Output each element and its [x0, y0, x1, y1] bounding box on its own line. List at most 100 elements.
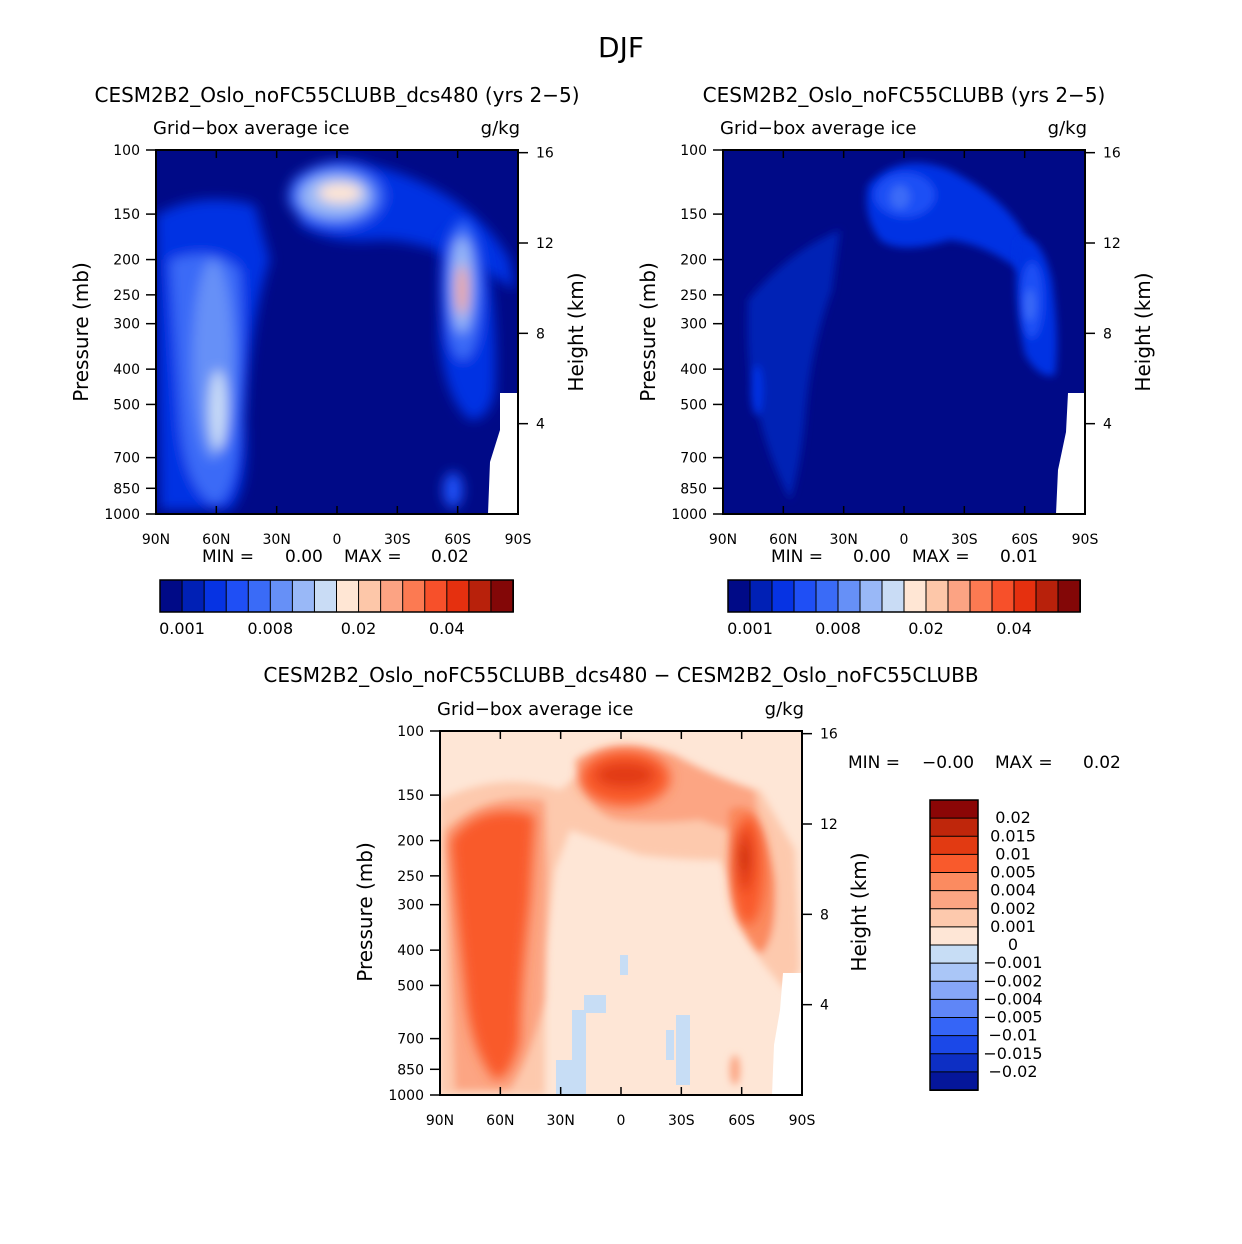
- y-tick-label: 700: [397, 1032, 424, 1048]
- x-tick-label: 90N: [142, 532, 170, 548]
- colorbar-label: 0.02: [908, 619, 944, 638]
- y2-tick-label: 12: [1103, 236, 1121, 252]
- x-tick-label: 60N: [769, 532, 797, 548]
- y-tick-label: 250: [680, 288, 707, 304]
- figure-title: DJF: [598, 31, 644, 64]
- x-tick-label: 60N: [486, 1113, 514, 1129]
- panel-1-y-ticks: 100 150 200 250 300 400 500 700 850 1000: [104, 143, 156, 523]
- y-tick-label: 400: [397, 943, 424, 959]
- x-tick-label: 90S: [505, 532, 532, 548]
- panel-2: CESM2B2_Oslo_noFC55CLUBB (yrs 2−5) Grid−…: [636, 83, 1155, 638]
- panel-2-y2-ticks: 16 12 8 4: [1085, 146, 1121, 433]
- y2-tick-label: 8: [536, 326, 545, 342]
- y-tick-label: 400: [680, 362, 707, 378]
- colorbar-swatch: [203, 579, 228, 613]
- colorbar-swatch: [929, 799, 979, 820]
- colorbar-swatch: [727, 579, 751, 613]
- colorbar-frame: [159, 579, 514, 613]
- y2-tick-label: 16: [536, 146, 554, 162]
- panel-3-units: g/kg: [765, 699, 804, 720]
- panel-1-max-value: 0.02: [431, 547, 469, 567]
- colorbar-swatch: [269, 579, 294, 613]
- colorbar-label: 0.04: [996, 619, 1032, 638]
- y-tick-label: 850: [113, 481, 140, 497]
- y-tick-label: 850: [680, 481, 707, 497]
- colorbar-label: 0.04: [429, 619, 465, 638]
- y-tick-label: 500: [397, 978, 424, 994]
- panel-1-y2label: Height (km): [564, 272, 588, 391]
- panel-2-max-label: MAX =: [912, 547, 970, 567]
- colorbar-frame: [929, 799, 979, 1091]
- panel-2-y-ticks: 100 150 200 250 300 400 500 700 850 1000: [671, 143, 723, 523]
- colorbar-swatch: [1013, 579, 1037, 613]
- panel-1-variable: Grid−box average ice: [153, 118, 350, 139]
- panel-3-min-value: −0.00: [922, 753, 974, 773]
- colorbar-swatch: [358, 579, 382, 613]
- x-tick-label: 60S: [444, 532, 471, 548]
- x-tick-label: 90N: [709, 532, 737, 548]
- panel-2-min-value: 0.00: [853, 547, 891, 567]
- y-tick-label: 150: [680, 207, 707, 223]
- y-tick-label: 250: [113, 288, 140, 304]
- y2-tick-label: 8: [820, 907, 829, 923]
- panel-2-ylabel: Pressure (mb): [636, 262, 660, 402]
- colorbar-label: 0.008: [247, 619, 293, 638]
- colorbar-label: −0.004: [983, 989, 1042, 1008]
- y-tick-label: 150: [113, 207, 140, 223]
- y-tick-label: 400: [113, 362, 140, 378]
- panel-3-y-ticks: 100 150 200 250 300 400 500 700 850 1000: [388, 724, 440, 1104]
- y-tick-label: 700: [680, 451, 707, 467]
- panel-3-core-fill: [450, 750, 764, 1080]
- x-tick-label: 0: [333, 532, 342, 548]
- panel-3-y2label: Height (km): [847, 852, 871, 971]
- panel-3-max-label: MAX =: [995, 753, 1053, 773]
- panel-2-field: [723, 150, 1085, 514]
- y-tick-label: 300: [113, 317, 140, 333]
- x-tick-label: 90S: [789, 1113, 816, 1129]
- colorbar-swatch: [380, 579, 404, 613]
- x-tick-label: 30S: [384, 532, 411, 548]
- panel-3-ylabel: Pressure (mb): [353, 842, 377, 982]
- colorbar-label: 0.005: [990, 863, 1036, 882]
- colorbar-swatch: [929, 1053, 979, 1073]
- x-tick-label: 0: [617, 1113, 626, 1129]
- colorbar-label: −0.005: [983, 1008, 1042, 1027]
- colorbar-frame: [727, 579, 1081, 613]
- x-tick-label: 30N: [547, 1113, 575, 1129]
- colorbar-swatch: [903, 579, 927, 613]
- y-tick-label: 1000: [104, 507, 140, 523]
- colorbar-label: −0.001: [983, 953, 1042, 972]
- y2-tick-label: 4: [820, 998, 829, 1014]
- y-tick-label: 200: [680, 253, 707, 269]
- panel-2-min-label: MIN =: [771, 547, 823, 567]
- panel-3-x-ticks: 90N 60N 30N 0 30S 60S 90S: [426, 731, 816, 1129]
- y2-tick-label: 12: [536, 236, 554, 252]
- panel-2-title: CESM2B2_Oslo_noFC55CLUBB (yrs 2−5): [703, 83, 1106, 107]
- colorbar-swatch: [402, 579, 426, 613]
- panel-3-terrain-mask: [772, 973, 802, 1095]
- colorbar-swatch: [181, 579, 206, 613]
- x-tick-label: 30S: [668, 1113, 695, 1129]
- colorbar-label: 0.01: [995, 844, 1031, 863]
- panel-1-colorbar: 0.001 0.008 0.02 0.04: [159, 579, 514, 638]
- colorbar-swatch: [929, 872, 979, 892]
- y-tick-label: 1000: [671, 507, 707, 523]
- colorbar-swatch: [815, 579, 839, 613]
- panel-3-field: [440, 731, 802, 1095]
- colorbar-swatch: [929, 926, 979, 946]
- colorbar-label: 0.02: [995, 808, 1031, 827]
- y-tick-label: 500: [113, 397, 140, 413]
- colorbar-swatch: [929, 890, 979, 910]
- y-tick-label: 100: [113, 143, 140, 159]
- panel-2-y2label: Height (km): [1131, 272, 1155, 391]
- panel-2-max-value: 0.01: [1000, 547, 1038, 567]
- colorbar-swatch: [159, 579, 184, 613]
- colorbar-swatch: [1057, 579, 1081, 613]
- panel-2-terrain-mask: [1056, 393, 1085, 514]
- y-tick-label: 500: [680, 397, 707, 413]
- colorbar-label: 0.001: [159, 619, 205, 638]
- colorbar-swatch: [929, 998, 979, 1019]
- y2-tick-label: 16: [1103, 146, 1121, 162]
- colorbar-label: 0.001: [990, 917, 1036, 936]
